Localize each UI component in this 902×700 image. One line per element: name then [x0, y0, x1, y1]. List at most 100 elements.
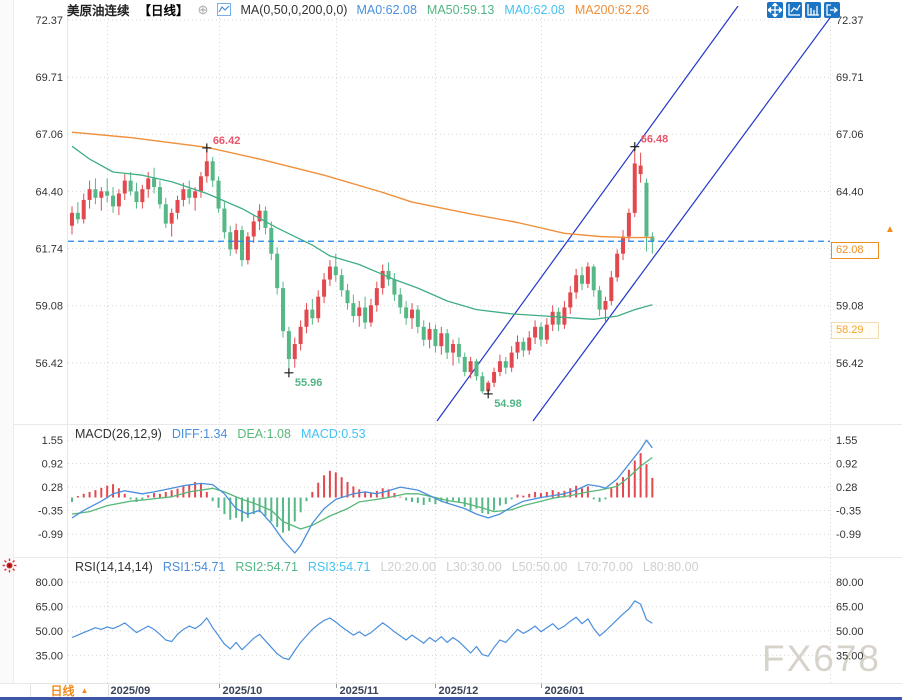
candlestick-series	[70, 146, 655, 394]
axis-label: 80.00	[35, 577, 63, 589]
trend-channel-line[interactable]	[532, 7, 838, 422]
current-price-marker: 62.08	[831, 242, 879, 259]
bottom-border-bar	[0, 697, 902, 700]
rsi-level-label: L30:30.00	[446, 560, 502, 574]
exit-chart-icon[interactable]	[824, 2, 840, 18]
period-tag: 【日线】	[138, 4, 189, 18]
axis-zoom-horizontal-icon[interactable]	[805, 2, 821, 18]
level-marker: 58.29	[831, 322, 879, 339]
rsi-level-label: L80:80.00	[642, 560, 699, 574]
axis-label: 0.92	[836, 458, 857, 470]
axis-label: 0.28	[836, 482, 857, 494]
trend-channel-line[interactable]	[436, 6, 739, 422]
period-selector-button[interactable]: 日线 ▲	[30, 683, 109, 699]
price-annotation: 55.96	[284, 368, 322, 389]
price-annotation: 54.98	[483, 389, 522, 410]
left-margin-strip	[0, 0, 14, 683]
axis-label: 69.71	[35, 72, 63, 84]
axis-label: 35.00	[35, 650, 63, 662]
axis-label: 0.92	[42, 458, 63, 470]
macd-header: MACD(26,12,9) DIFF:1.34 DEA:1.08 MACD:0.53	[75, 427, 366, 441]
axis-label: 72.37	[836, 15, 864, 27]
axis-label: 67.06	[836, 129, 864, 141]
axis-label: 2025/12	[439, 685, 479, 697]
rsi-header: RSI(14,14,14) RSI1:54.71 RSI2:54.71 RSI3:5…	[75, 560, 699, 574]
legend-item: MACD:0.53	[300, 427, 366, 441]
axis-label: 50.00	[836, 626, 864, 638]
axis-label: 50.00	[35, 626, 63, 638]
axis-label: 66.42	[213, 135, 241, 147]
chevron-up-icon: ▲	[80, 686, 89, 695]
price-panel: 66.42 66.48 55.96 54.98	[68, 6, 838, 422]
rsi-formula: RSI(14,14,14)	[75, 560, 153, 574]
axis-label: 67.06	[35, 129, 63, 141]
rsi-level-label: L70:70.00	[577, 560, 633, 574]
chart-header: 美原油连续 【日线】 ⊕ MA(0,50,0,200,0,0) MA0:62.0…	[67, 1, 649, 19]
rsi-legend: RSI1:54.71 RSI2:54.71 RSI3:54.71	[163, 560, 371, 574]
legend-item: DIFF:1.34	[171, 427, 228, 441]
price-up-arrow-icon: ▲	[885, 224, 895, 235]
axis-label: 0.28	[42, 482, 63, 494]
legend-item: RSI2:54.71	[235, 560, 298, 574]
macd-formula: MACD(26,12,9)	[75, 427, 162, 441]
indicator-settings-icon[interactable]	[2, 558, 17, 573]
symbol-name: 美原油连续	[67, 4, 130, 18]
axis-label: 35.00	[836, 650, 864, 662]
axis-label: 65.00	[836, 602, 864, 614]
legend-item: MA200:62.26	[574, 2, 650, 17]
axis-label: 69.71	[836, 72, 864, 84]
axis-label: 65.00	[35, 602, 63, 614]
axis-zoom-vertical-icon[interactable]	[786, 2, 802, 18]
price-annotation: 66.42	[202, 135, 240, 153]
axis-label: 59.08	[836, 301, 864, 313]
axis-label: 56.42	[35, 358, 63, 370]
axis-label: 2025/09	[111, 685, 151, 697]
ma-indicator-icon	[217, 3, 232, 16]
legend-item: RSI1:54.71	[162, 560, 226, 574]
dea-line	[71, 456, 653, 530]
axis-label: 61.74	[35, 244, 63, 256]
axis-label: 80.00	[836, 577, 864, 589]
legend-item: MA0:62.08	[504, 2, 565, 17]
ma-formula: MA(0,50,0,200,0,0)	[240, 2, 348, 17]
move-icon[interactable]	[767, 2, 783, 18]
axis-label: 2025/10	[223, 685, 263, 697]
chart-toolbar	[767, 2, 840, 18]
macd-panel	[71, 439, 654, 554]
price-annotation: 66.48	[630, 134, 668, 152]
legend-item: MA0:62.08	[356, 2, 417, 17]
axis-label: -0.99	[836, 529, 861, 541]
rsi-levels: L20:20.00 L30:30.00 L50:50.00 L70:70.00 L80:…	[380, 560, 698, 574]
add-indicator-icon[interactable]: ⊕	[197, 2, 209, 17]
panel-divider	[0, 557, 902, 558]
axis-label: -0.35	[836, 505, 861, 517]
axis-label: 72.37	[35, 15, 63, 27]
rsi-level-label: L50:50.00	[511, 560, 568, 574]
macd-legend: DIFF:1.34 DEA:1.08 MACD:0.53	[172, 427, 366, 441]
legend-item: DEA:1.08	[237, 427, 291, 441]
period-label: 日线	[50, 684, 75, 698]
axis-label: 56.42	[836, 358, 864, 370]
legend-item: RSI3:54.71	[307, 560, 371, 574]
axis-label: 59.08	[35, 301, 63, 313]
ma-legend: MA0:62.08 MA50:59.13 MA0:62.08 MA200:62.26	[356, 3, 649, 17]
axis-label: 1.55	[836, 435, 857, 447]
date-axis: 2025/09 2025/10 2025/11 2025/12 2026/01	[107, 684, 584, 697]
rsi-panel	[71, 600, 653, 661]
axis-label: 1.55	[42, 435, 63, 447]
legend-item: MA50:59.13	[426, 2, 495, 17]
axis-label: 64.40	[836, 186, 864, 198]
watermark: FX678	[762, 638, 882, 679]
axis-label: 54.98	[494, 398, 522, 410]
ma50-line	[71, 145, 653, 320]
panel-divider	[0, 424, 902, 425]
ma200-line	[71, 131, 653, 239]
panel-divider	[0, 683, 902, 684]
axis-label: 64.40	[35, 186, 63, 198]
axis-label: -0.99	[38, 529, 63, 541]
axis-label: 66.48	[641, 134, 669, 146]
axis-label: 55.96	[295, 377, 323, 389]
axis-label: 2025/11	[340, 685, 379, 697]
